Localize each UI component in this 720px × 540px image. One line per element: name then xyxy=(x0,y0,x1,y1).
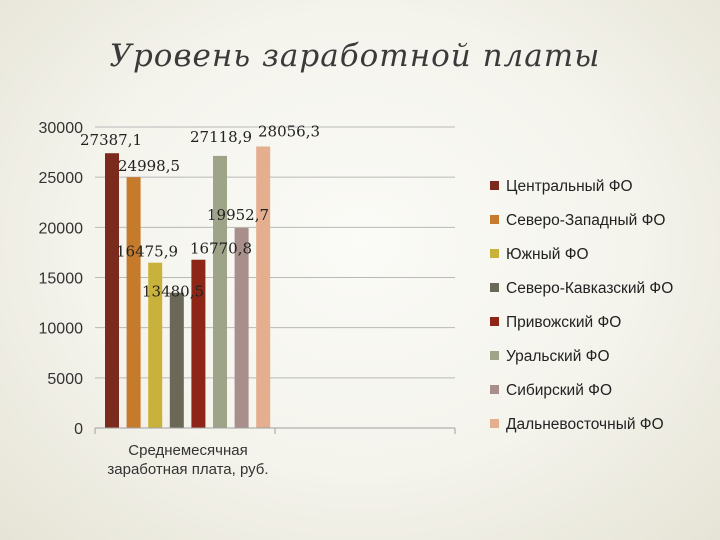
legend-swatch xyxy=(490,215,499,224)
data-label: 28056,3 xyxy=(258,123,320,141)
bar xyxy=(191,259,206,428)
bar xyxy=(169,292,184,428)
legend-swatch xyxy=(490,317,499,326)
legend-swatch xyxy=(490,351,499,360)
data-label: 24998,5 xyxy=(118,157,180,175)
data-label: 16475,9 xyxy=(116,243,178,261)
legend-swatch xyxy=(490,249,499,258)
bar xyxy=(213,155,227,428)
data-label: 27118,9 xyxy=(190,128,252,146)
legend-label: Северо-Кавказский ФО xyxy=(506,280,673,297)
bar xyxy=(256,146,271,429)
data-label: 27387,1 xyxy=(80,131,142,149)
x-category-label: Среднемесячная xyxy=(128,442,247,459)
data-label: 13480,5 xyxy=(142,283,204,301)
y-tick-label: 0 xyxy=(74,421,83,438)
data-label: 19952,7 xyxy=(207,206,269,224)
legend-swatch xyxy=(490,385,499,394)
legend-label: Центральный ФО xyxy=(506,178,633,195)
legend-label: Северо-Западный ФО xyxy=(506,212,665,229)
bar xyxy=(126,177,141,428)
bar xyxy=(105,153,119,428)
y-tick-label: 5000 xyxy=(47,371,83,388)
y-tick-label: 20000 xyxy=(39,220,84,237)
bar xyxy=(148,262,163,428)
legend-label: Привожский ФО xyxy=(506,314,621,331)
legend-swatch xyxy=(490,283,499,292)
legend-swatch xyxy=(490,419,499,428)
legend-label: Сибирский ФО xyxy=(506,382,612,399)
legend-label: Уральский ФО xyxy=(506,348,610,365)
y-tick-label: 25000 xyxy=(39,170,84,187)
y-tick-label: 10000 xyxy=(39,321,84,338)
legend-label: Дальневосточный ФО xyxy=(506,416,664,433)
legend-label: Южный ФО xyxy=(506,246,589,263)
y-tick-label: 30000 xyxy=(39,120,84,137)
legend-swatch xyxy=(490,181,499,190)
y-tick-label: 15000 xyxy=(39,271,84,288)
x-category-label: заработная плата, руб. xyxy=(107,461,268,478)
bar xyxy=(234,227,249,428)
data-label: 16770,8 xyxy=(190,240,252,258)
slide-title: Уровень заработной платы xyxy=(109,38,601,74)
